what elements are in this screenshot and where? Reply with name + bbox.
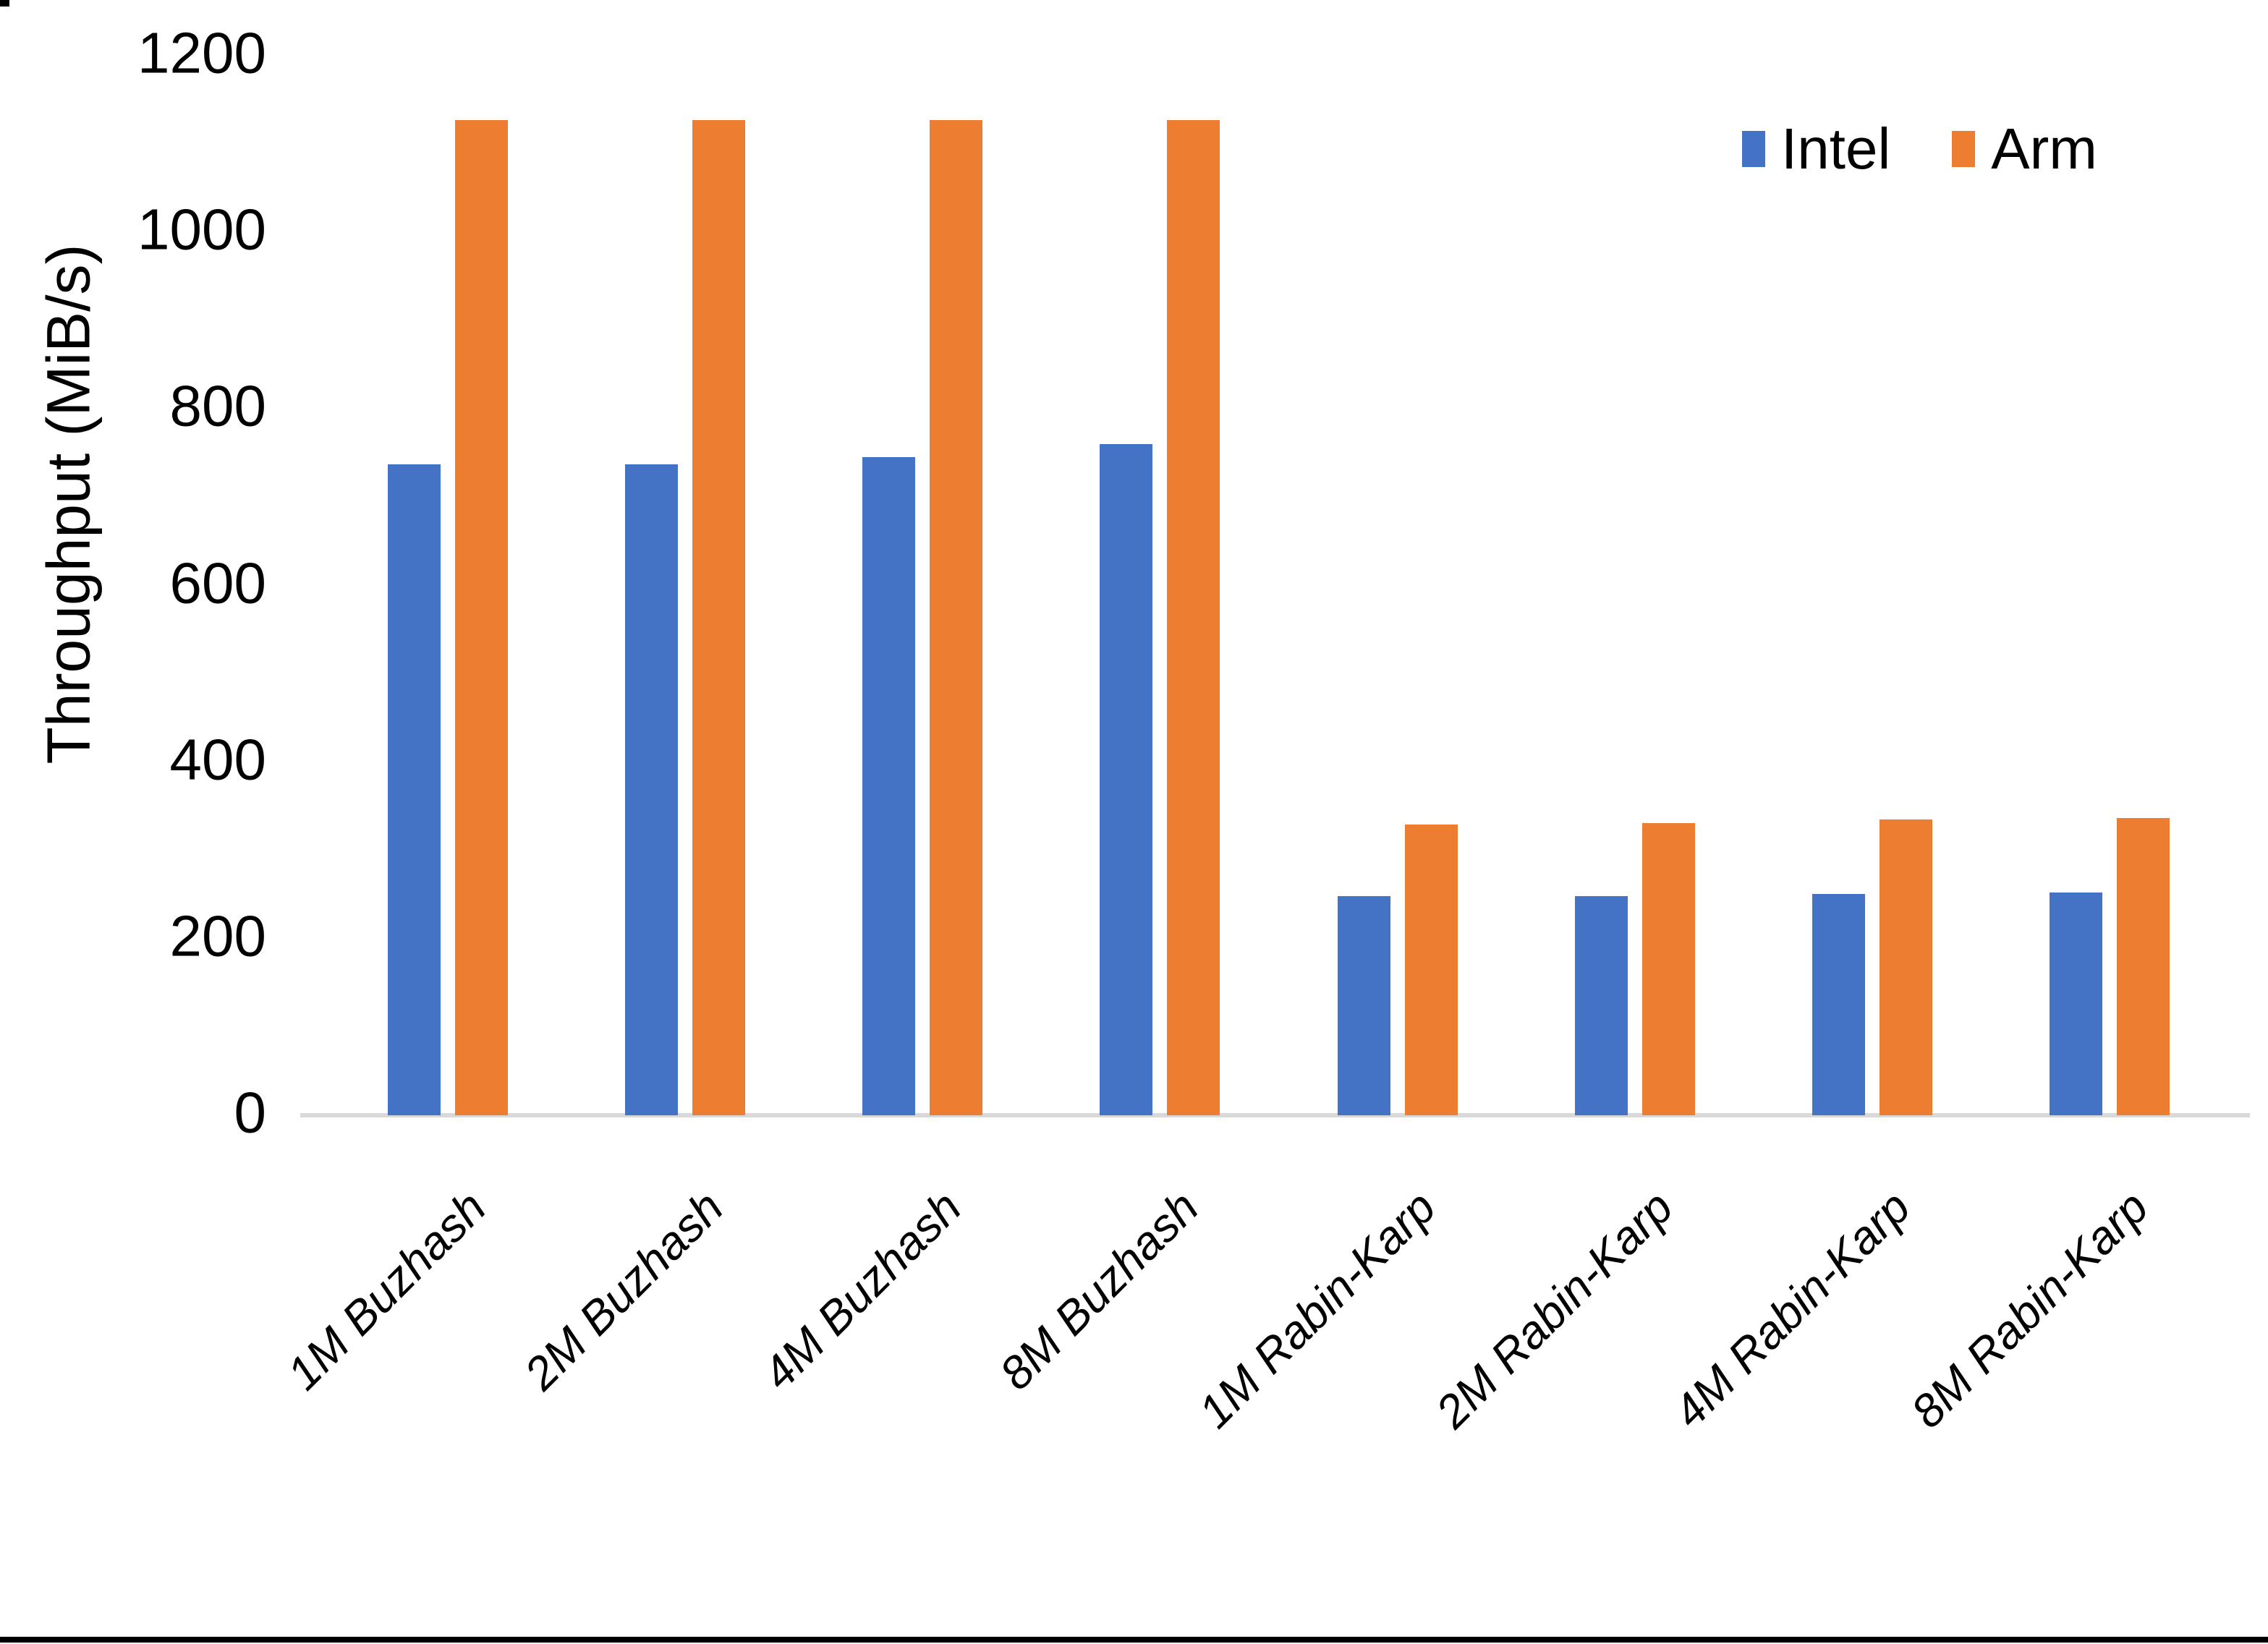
x-label-1m-rabin-karp: 1M Rabin-Karp [1188, 1180, 1446, 1438]
y-tick-label-0: 0 [234, 1080, 267, 1145]
bar-intel-1m-buzhash [388, 464, 441, 1115]
y-axis-title: Throughput (MiB/s) [34, 244, 103, 764]
x-label-4m-buzhash: 4M Buzhash [752, 1180, 971, 1400]
bar-intel-1m-rabin-karp [1337, 896, 1390, 1115]
bar-intel-2m-rabin-karp [1574, 896, 1628, 1115]
x-label-8m-buzhash: 8M Buzhash [989, 1180, 1209, 1400]
bar-intel-2m-buzhash [625, 464, 679, 1115]
bar-arm-8m-rabin-karp [2116, 817, 2170, 1115]
bar-intel-4m-rabin-karp [1812, 893, 1865, 1115]
legend-swatch-arm [1952, 131, 1976, 167]
bar-arm-8m-buzhash [1167, 120, 1220, 1115]
x-label-8m-rabin-karp: 8M Rabin-Karp [1900, 1180, 2158, 1438]
y-tick-label-400: 400 [169, 726, 266, 791]
plot-area [329, 56, 2228, 1115]
bar-arm-1m-buzhash [455, 120, 509, 1115]
bar-intel-4m-buzhash [862, 457, 916, 1115]
legend: Intel Arm [1742, 113, 2097, 185]
bottom-border-line [0, 1637, 2268, 1643]
x-label-2m-rabin-karp: 2M Rabin-Karp [1426, 1180, 1683, 1438]
bar-intel-8m-buzhash [1100, 444, 1153, 1115]
legend-entry-intel: Intel [1742, 120, 1890, 178]
legend-label-intel: Intel [1781, 116, 1891, 181]
y-tick-label-800: 800 [169, 373, 266, 438]
y-tick-label-1200: 1200 [137, 20, 266, 85]
x-label-1m-buzhash: 1M Buzhash [277, 1180, 496, 1400]
legend-swatch-intel [1742, 131, 1765, 167]
y-tick-label-1000: 1000 [137, 197, 266, 262]
bar-arm-4m-rabin-karp [1879, 819, 1932, 1115]
y-tick-label-600: 600 [169, 550, 266, 615]
x-label-4m-rabin-karp: 4M Rabin-Karp [1663, 1180, 1921, 1438]
corner-artifact [0, 0, 9, 7]
x-label-2m-buzhash: 2M Buzhash [514, 1180, 734, 1400]
legend-entry-arm: Arm [1952, 120, 2097, 178]
legend-label-arm: Arm [1991, 116, 2097, 181]
bar-arm-2m-rabin-karp [1641, 822, 1695, 1115]
bar-arm-4m-buzhash [930, 120, 983, 1115]
bar-arm-1m-rabin-karp [1404, 825, 1458, 1115]
y-tick-label-200: 200 [169, 903, 266, 968]
bar-arm-2m-buzhash [692, 120, 746, 1115]
x-axis-line [300, 1113, 2250, 1117]
bar-intel-8m-rabin-karp [2049, 893, 2102, 1115]
